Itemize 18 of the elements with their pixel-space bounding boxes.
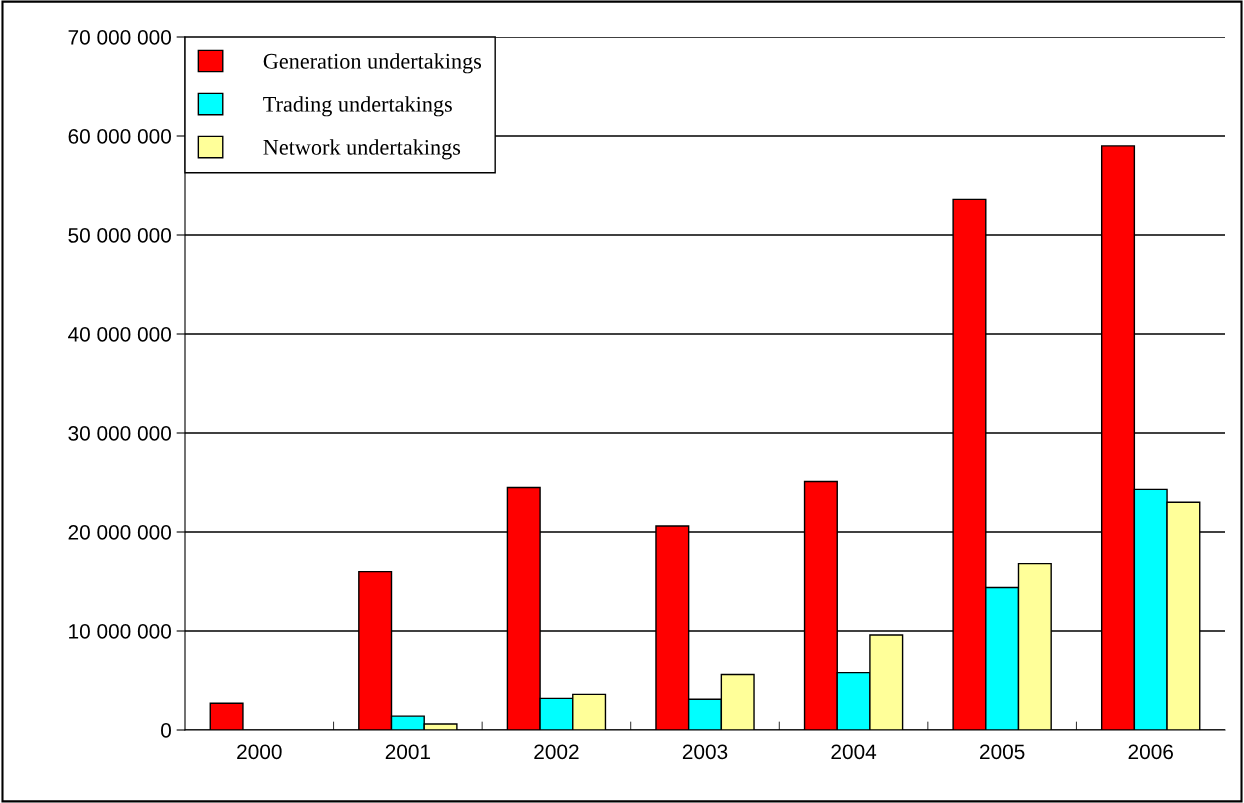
y-tick-label: 60 000 000 (68, 129, 171, 144)
x-tick-label: 2002 (534, 744, 579, 760)
x-tick-label: 2003 (682, 744, 728, 760)
y-tick-label: 10 000 000 (69, 624, 171, 639)
legend-label: Generation undertakings (263, 53, 482, 74)
x-tick-label: 2001 (385, 744, 431, 760)
y-tick-label: 70 000 000 (68, 30, 171, 45)
y-tick-label: 20 000 000 (68, 525, 171, 540)
y-tick-label: 30 000 000 (68, 426, 171, 441)
x-tick-label: 2004 (831, 744, 877, 760)
x-tick-label: 2006 (1128, 744, 1173, 760)
legend-label: Network undertakings (263, 139, 461, 160)
legend-label: Trading undertakings (263, 96, 452, 117)
x-tick-label: 2000 (237, 744, 282, 760)
y-tick-label: 40 000 000 (68, 327, 171, 342)
y-tick-label: 0 (161, 723, 171, 738)
y-tick-label: 50 000 000 (68, 228, 171, 243)
x-tick-label: 2005 (980, 744, 1025, 760)
